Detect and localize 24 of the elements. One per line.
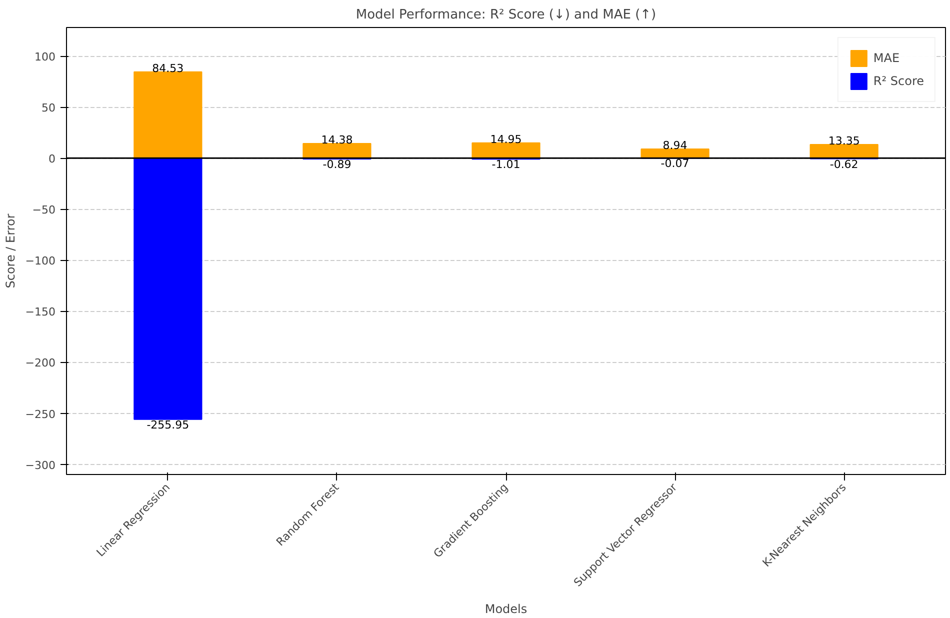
data-label: 8.94 <box>662 139 688 152</box>
y-tick-label: −50 <box>32 204 56 217</box>
y-axis-title: Score / Error <box>3 214 18 288</box>
data-label: -255.95 <box>146 418 190 432</box>
y-tick-label: −100 <box>25 254 56 268</box>
legend-label: MAE <box>873 51 900 65</box>
y-tick-label: 100 <box>34 50 56 64</box>
data-label: 14.95 <box>490 132 522 146</box>
data-label: -0.07 <box>660 157 690 170</box>
data-label: 14.38 <box>321 133 353 146</box>
y-tick-label: −300 <box>25 458 56 472</box>
y-tick-label: −250 <box>25 408 56 421</box>
y-tick-label: −200 <box>25 356 56 370</box>
data-label: -0.89 <box>322 158 352 172</box>
y-tick-label: 0 <box>48 152 56 166</box>
chart-title: Model Performance: R² Score (↓) and MAE (↑) <box>356 8 656 22</box>
data-label: 84.53 <box>152 62 184 75</box>
y-tick-label: −150 <box>25 306 56 319</box>
x-axis-title: Models <box>484 602 528 616</box>
data-label: -1.01 <box>492 158 520 172</box>
y-tick-label: 50 <box>42 102 56 115</box>
data-label: -0.62 <box>830 158 858 171</box>
legend-label: R² Score <box>873 74 924 88</box>
data-label: 13.35 <box>828 134 860 148</box>
